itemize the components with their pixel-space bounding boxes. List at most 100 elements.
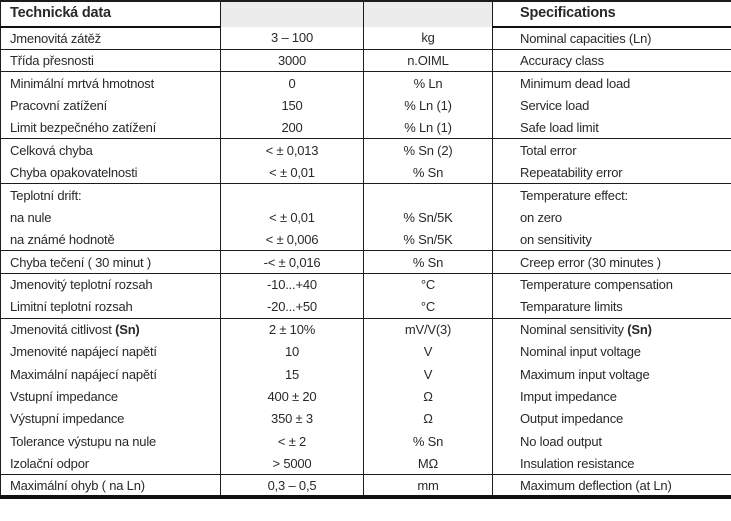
row-label-english: Insulation resistance — [520, 455, 635, 471]
table-row: Teplotní drift: Temperature effect: — [0, 183, 731, 207]
row-unit: % Ln (1) — [363, 116, 493, 139]
row-unit: kg — [363, 27, 493, 50]
row-value: < ± 0,01 — [220, 206, 364, 229]
row-label-english: Minimum dead load — [492, 71, 731, 95]
row-label-czech: Vstupní impedance — [0, 385, 221, 408]
table-row: Limit bezpečného zatížení 200% Ln (1) Safe… — [0, 116, 731, 139]
row-label-czech: Tolerance výstupu na nule — [0, 430, 221, 453]
row-label-english: No load output — [520, 433, 602, 449]
row-unit: % Sn — [363, 430, 493, 453]
row-unit: Ω — [363, 407, 493, 431]
row-label-czech: Maximální napájecí napětí — [0, 362, 221, 386]
row-value: -20...+50 — [220, 295, 364, 319]
row-label-czech: Jmenovité napájecí napětí — [0, 340, 221, 363]
table-row: Výstupní impedance 350 ± 3 Ω Output impedan… — [0, 407, 731, 431]
row-unit: °C — [363, 272, 493, 296]
row-value: -10...+40 — [220, 272, 364, 296]
row-label-czech: Jmenovitý teplotní rozsah — [0, 272, 221, 296]
table-row: Třída přesnosti 3000 n.OIML Accuracy class — [0, 48, 731, 72]
row-unit: V — [363, 362, 493, 386]
table-row: Celková chyba < ± 0,013% Sn (2) Total erro… — [0, 138, 731, 162]
table-row: Chyba tečení ( 30 minut ) -< ± 0,016% Sn C… — [0, 250, 731, 274]
table-row: Minimální mrtvá hmotnost 0% Ln Minimum dea… — [0, 71, 731, 95]
row-value: -< ± 0,016 — [220, 250, 364, 274]
row-value: 3 – 100 — [220, 27, 364, 50]
row-value: 150 — [220, 94, 364, 117]
table-row: Limitní teplotní rozsah -20...+50 °C Tempar… — [0, 295, 731, 319]
row-label-czech: Výstupní impedance — [0, 407, 221, 431]
table-row: Chyba opakovatelnosti < ± 0,01% Sn Repeata… — [0, 161, 731, 184]
row-value: < ± 0,013 — [220, 138, 364, 162]
row-value: 2 ± 10% — [220, 317, 364, 341]
row-label-english: Service load — [520, 97, 590, 113]
row-label-english: Maximum deflection (at Ln) — [492, 474, 731, 498]
table-row: na známé hodnotě < ± 0,006% Sn/5K on sensi… — [0, 228, 731, 251]
row-unit — [363, 183, 493, 207]
table-row: Vstupní impedance 400 ± 20 Ω Imput impedanc… — [0, 385, 731, 408]
table-row: Izolační odpor > 5000 MΩ Insulation resista… — [0, 452, 731, 475]
row-label-czech: Jmenovitá citlivost (Sn) — [0, 317, 221, 341]
table-row: Tolerance výstupu na nule < ± 2% Sn No loa… — [0, 430, 731, 453]
row-label-czech: na známé hodnotě — [0, 228, 221, 251]
table-row: Jmenovitá citlivost (Sn) 2 ± 10% mV/V(3) No… — [0, 317, 731, 341]
row-label-czech: Třída přesnosti — [0, 48, 221, 72]
row-label-english: Maximum input voltage — [520, 366, 650, 382]
row-unit: % Ln (1) — [363, 94, 493, 117]
row-label-english: Safe load limit — [520, 120, 599, 135]
row-unit: % Sn — [363, 250, 493, 274]
row-value: > 5000 — [220, 452, 364, 475]
row-label-english: on sensitivity — [520, 231, 592, 247]
table-row: na nule < ± 0,01% Sn/5K on zero — [0, 206, 731, 229]
row-value: 15 — [220, 362, 364, 386]
table-row: Maximální napájecí napětí 15 V Maximum inpu… — [0, 362, 731, 386]
row-value: 10 — [220, 340, 364, 363]
row-value: < ± 0,01 — [220, 161, 364, 184]
row-unit: % Sn — [363, 161, 493, 184]
row-label-english: Nominal sensitivity (Sn) — [492, 317, 731, 341]
row-unit: V — [363, 340, 493, 363]
row-unit: mV/V(3) — [363, 317, 493, 341]
row-value: 200 — [220, 116, 364, 139]
row-label-czech: Minimální mrtvá hmotnost — [0, 71, 221, 95]
row-value: 0 — [220, 71, 364, 95]
spec-table: Technická data Specifications Jmenovitá … — [0, 0, 731, 500]
row-value: 350 ± 3 — [220, 407, 364, 431]
row-value: 0,3 – 0,5 — [220, 474, 364, 498]
table-header-english: Specifications — [492, 1, 731, 28]
table-row: Jmenovitá zátěž 3 – 100 kg Nominal capaciti… — [0, 27, 731, 50]
row-label-english: Nominal input voltage — [520, 344, 641, 360]
row-label-english: Temperature effect: — [492, 183, 731, 207]
row-unit: mm — [363, 474, 493, 498]
row-label-english: Temparature limits — [520, 299, 623, 315]
row-label-english: Accuracy class — [492, 48, 731, 72]
row-label-czech: Maximální ohyb ( na Ln) — [0, 474, 221, 498]
table-header-unit-spacer — [363, 1, 493, 27]
row-unit: °C — [363, 295, 493, 319]
row-value: < ± 0,006 — [220, 228, 364, 251]
row-label-english: Temperature compensation — [492, 272, 731, 296]
row-value: 3000 — [220, 48, 364, 72]
row-unit: Ω — [363, 385, 493, 408]
row-label-czech: Izolační odpor — [0, 452, 221, 475]
row-label-english: Nominal capacities (Ln) — [520, 30, 652, 46]
spec-table-body: Jmenovitá zátěž 3 – 100 kg Nominal capaciti… — [0, 27, 731, 498]
table-header-row: Technická data Specifications — [0, 1, 731, 28]
row-label-czech: Jmenovitá zátěž — [0, 27, 221, 50]
table-row: Pracovní zatížení 150% Ln (1) Service load — [0, 94, 731, 117]
table-header-value-spacer — [220, 1, 364, 27]
row-label-czech: Celková chyba — [0, 138, 221, 162]
row-unit: % Ln — [363, 71, 493, 95]
table-row: Jmenovité napájecí napětí 10 V Nominal inpu… — [0, 340, 731, 363]
row-label-czech: Teplotní drift: — [0, 183, 221, 207]
row-unit: % Sn/5K — [363, 206, 493, 229]
row-label-czech: Limit bezpečného zatížení — [0, 116, 221, 139]
row-label-english: Total error — [492, 138, 731, 162]
row-label-english: on zero — [520, 209, 562, 225]
row-value: 400 ± 20 — [220, 385, 364, 408]
table-header-czech: Technická data — [0, 1, 221, 28]
row-unit: % Sn/5K — [363, 228, 493, 251]
row-label-english: Repeatability error — [520, 164, 623, 180]
row-label-czech: na nule — [0, 206, 221, 229]
row-label-czech: Chyba tečení ( 30 minut ) — [0, 250, 221, 274]
